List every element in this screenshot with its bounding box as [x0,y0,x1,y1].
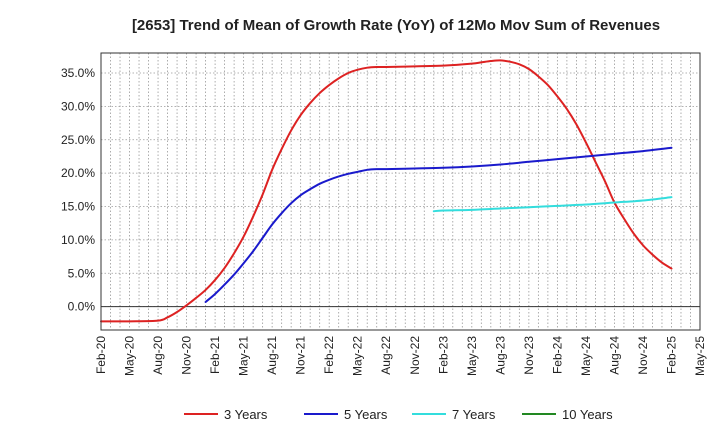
y-axis-ticks: 0.0% 5.0% 10.0% 15.0% 20.0% 25.0% 30.0% 35.0% [61,66,95,314]
x-tick-label: Feb-24 [550,336,564,374]
x-tick-label: Feb-22 [322,336,336,374]
x-tick-label: May-20 [123,336,137,376]
series-line-5-years [204,146,673,303]
x-axis-ticks: Feb-20 May-20 Aug-20 Nov-20 Feb-21 May-21 Aug-… [94,336,707,376]
x-tick-label: Nov-24 [636,336,650,375]
legend-label-7-years: 7 Years [452,407,496,422]
x-tick-label: May-23 [465,336,479,376]
x-tick-label: Feb-21 [208,336,222,374]
y-tick-label: 20.0% [61,166,95,180]
series-line-7-years [432,196,673,213]
x-tick-label: Aug-24 [607,336,621,375]
x-tick-label: Feb-25 [664,336,678,374]
y-tick-label: 10.0% [61,233,95,247]
x-tick-label: May-21 [237,336,251,376]
y-tick-label: 35.0% [61,66,95,80]
legend-label-10-years: 10 Years [562,407,613,422]
y-tick-label: 5.0% [68,266,96,280]
x-tick-label: Aug-21 [265,336,279,375]
x-tick-label: Aug-20 [151,336,165,375]
plot-area [101,53,700,330]
x-tick-label: May-24 [579,336,593,376]
x-tick-label: May-25 [693,336,707,376]
x-tick-label: Nov-20 [180,336,194,375]
y-tick-label: 25.0% [61,133,95,147]
x-tick-label: Nov-22 [408,336,422,375]
y-tick-label: 30.0% [61,99,95,113]
y-tick-label: 0.0% [68,300,96,314]
gridlines [101,53,700,330]
x-tick-label: Feb-20 [94,336,108,374]
x-tick-label: May-22 [351,336,365,376]
x-tick-label: Nov-23 [522,336,536,375]
legend-label-5-years: 5 Years [344,407,388,422]
plot-frame [100,52,701,331]
x-tick-label: Aug-22 [379,336,393,375]
legend-label-3-years: 3 Years [224,407,268,422]
series-layer [100,59,673,323]
y-tick-label: 15.0% [61,200,95,214]
chart-title: [2653] Trend of Mean of Growth Rate (YoY… [132,17,660,34]
legend: 3 Years 5 Years 7 Years 10 Years [184,407,613,422]
x-tick-label: Aug-23 [493,336,507,375]
x-tick-label: Nov-21 [294,336,308,375]
x-tick-label: Feb-23 [436,336,450,374]
